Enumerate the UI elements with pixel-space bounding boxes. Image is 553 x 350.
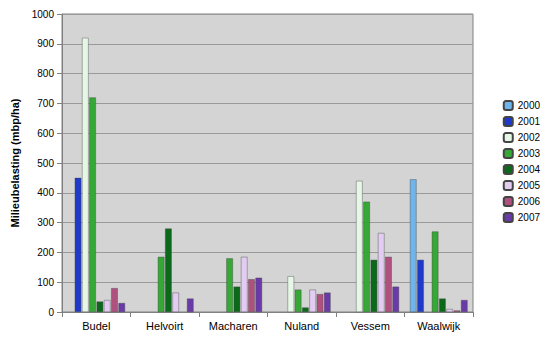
svg-text:2002: 2002 [518,132,541,143]
svg-text:2006: 2006 [518,196,541,207]
svg-text:0: 0 [48,307,54,318]
svg-text:Budel: Budel [82,320,110,332]
svg-text:Waalwijk: Waalwijk [417,320,460,332]
svg-text:1000: 1000 [32,9,55,20]
svg-text:700: 700 [37,98,54,109]
svg-text:2003: 2003 [518,148,541,159]
svg-text:400: 400 [37,187,54,198]
svg-text:800: 800 [37,68,54,79]
svg-text:300: 300 [37,217,54,228]
svg-text:Nuland: Nuland [284,320,319,332]
svg-text:600: 600 [37,128,54,139]
svg-text:2004: 2004 [518,164,541,175]
svg-text:Helvoirt: Helvoirt [146,320,183,332]
svg-text:2001: 2001 [518,116,541,127]
svg-text:Vessem: Vessem [351,320,390,332]
svg-text:2000: 2000 [518,100,541,111]
svg-text:100: 100 [37,277,54,288]
svg-text:Macharen: Macharen [209,320,258,332]
svg-text:200: 200 [37,247,54,258]
svg-text:Milieubelasting (mbp/ha): Milieubelasting (mbp/ha) [9,98,21,227]
svg-text:2007: 2007 [518,212,541,223]
svg-text:500: 500 [37,158,54,169]
svg-text:900: 900 [37,38,54,49]
svg-text:2005: 2005 [518,180,541,191]
